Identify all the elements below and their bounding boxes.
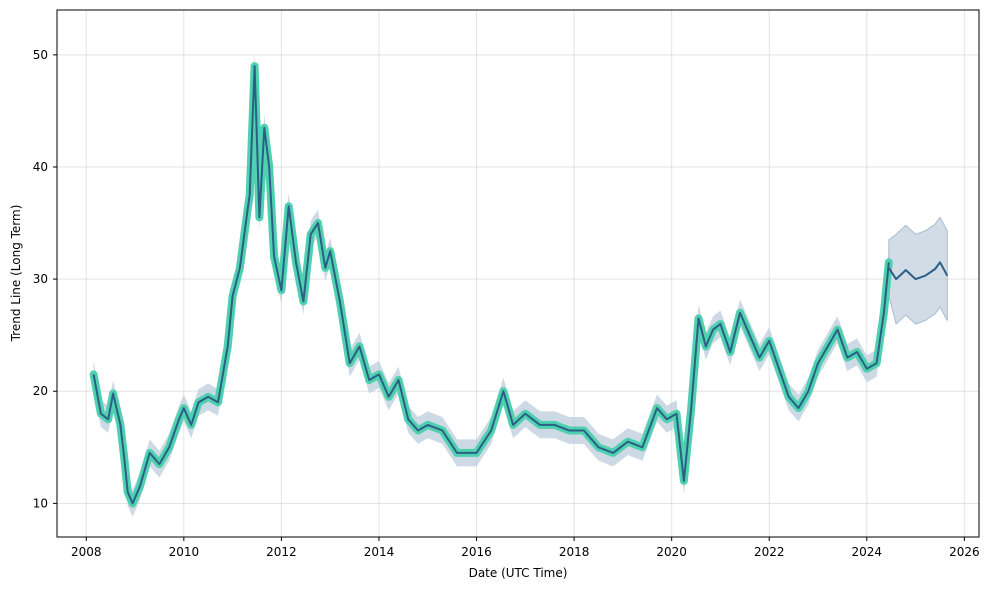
x-tick-label: 2008	[71, 545, 102, 559]
x-tick-label: 2012	[266, 545, 297, 559]
x-tick-label: 2010	[169, 545, 200, 559]
y-tick-label: 30	[33, 272, 48, 286]
y-tick-label: 40	[33, 160, 48, 174]
plot-frame	[56, 9, 980, 538]
x-tick-label: 2022	[754, 545, 785, 559]
axis-ticks: 2008 2010 2012 2014 2016 2018 2020 2022 2024 2026…	[33, 48, 980, 559]
series-lines	[89, 62, 949, 508]
y-tick-label: 10	[33, 496, 48, 510]
x-tick-label: 2020	[656, 545, 687, 559]
x-tick-label: 2016	[461, 545, 492, 559]
x-tick-label: 2018	[559, 545, 590, 559]
x-tick-label: 2014	[364, 545, 395, 559]
y-axis-label: Trend Line (Long Term)	[9, 205, 23, 343]
forecast-band	[888, 216, 948, 325]
x-tick-label: 2024	[852, 545, 883, 559]
y-tick-label: 50	[33, 48, 48, 62]
forecast-trend-line	[887, 261, 949, 281]
x-axis-label: Date (UTC Time)	[469, 566, 568, 580]
y-tick-label: 20	[33, 384, 48, 398]
x-tick-label: 2026	[949, 545, 980, 559]
historical-trend-line	[92, 65, 890, 505]
